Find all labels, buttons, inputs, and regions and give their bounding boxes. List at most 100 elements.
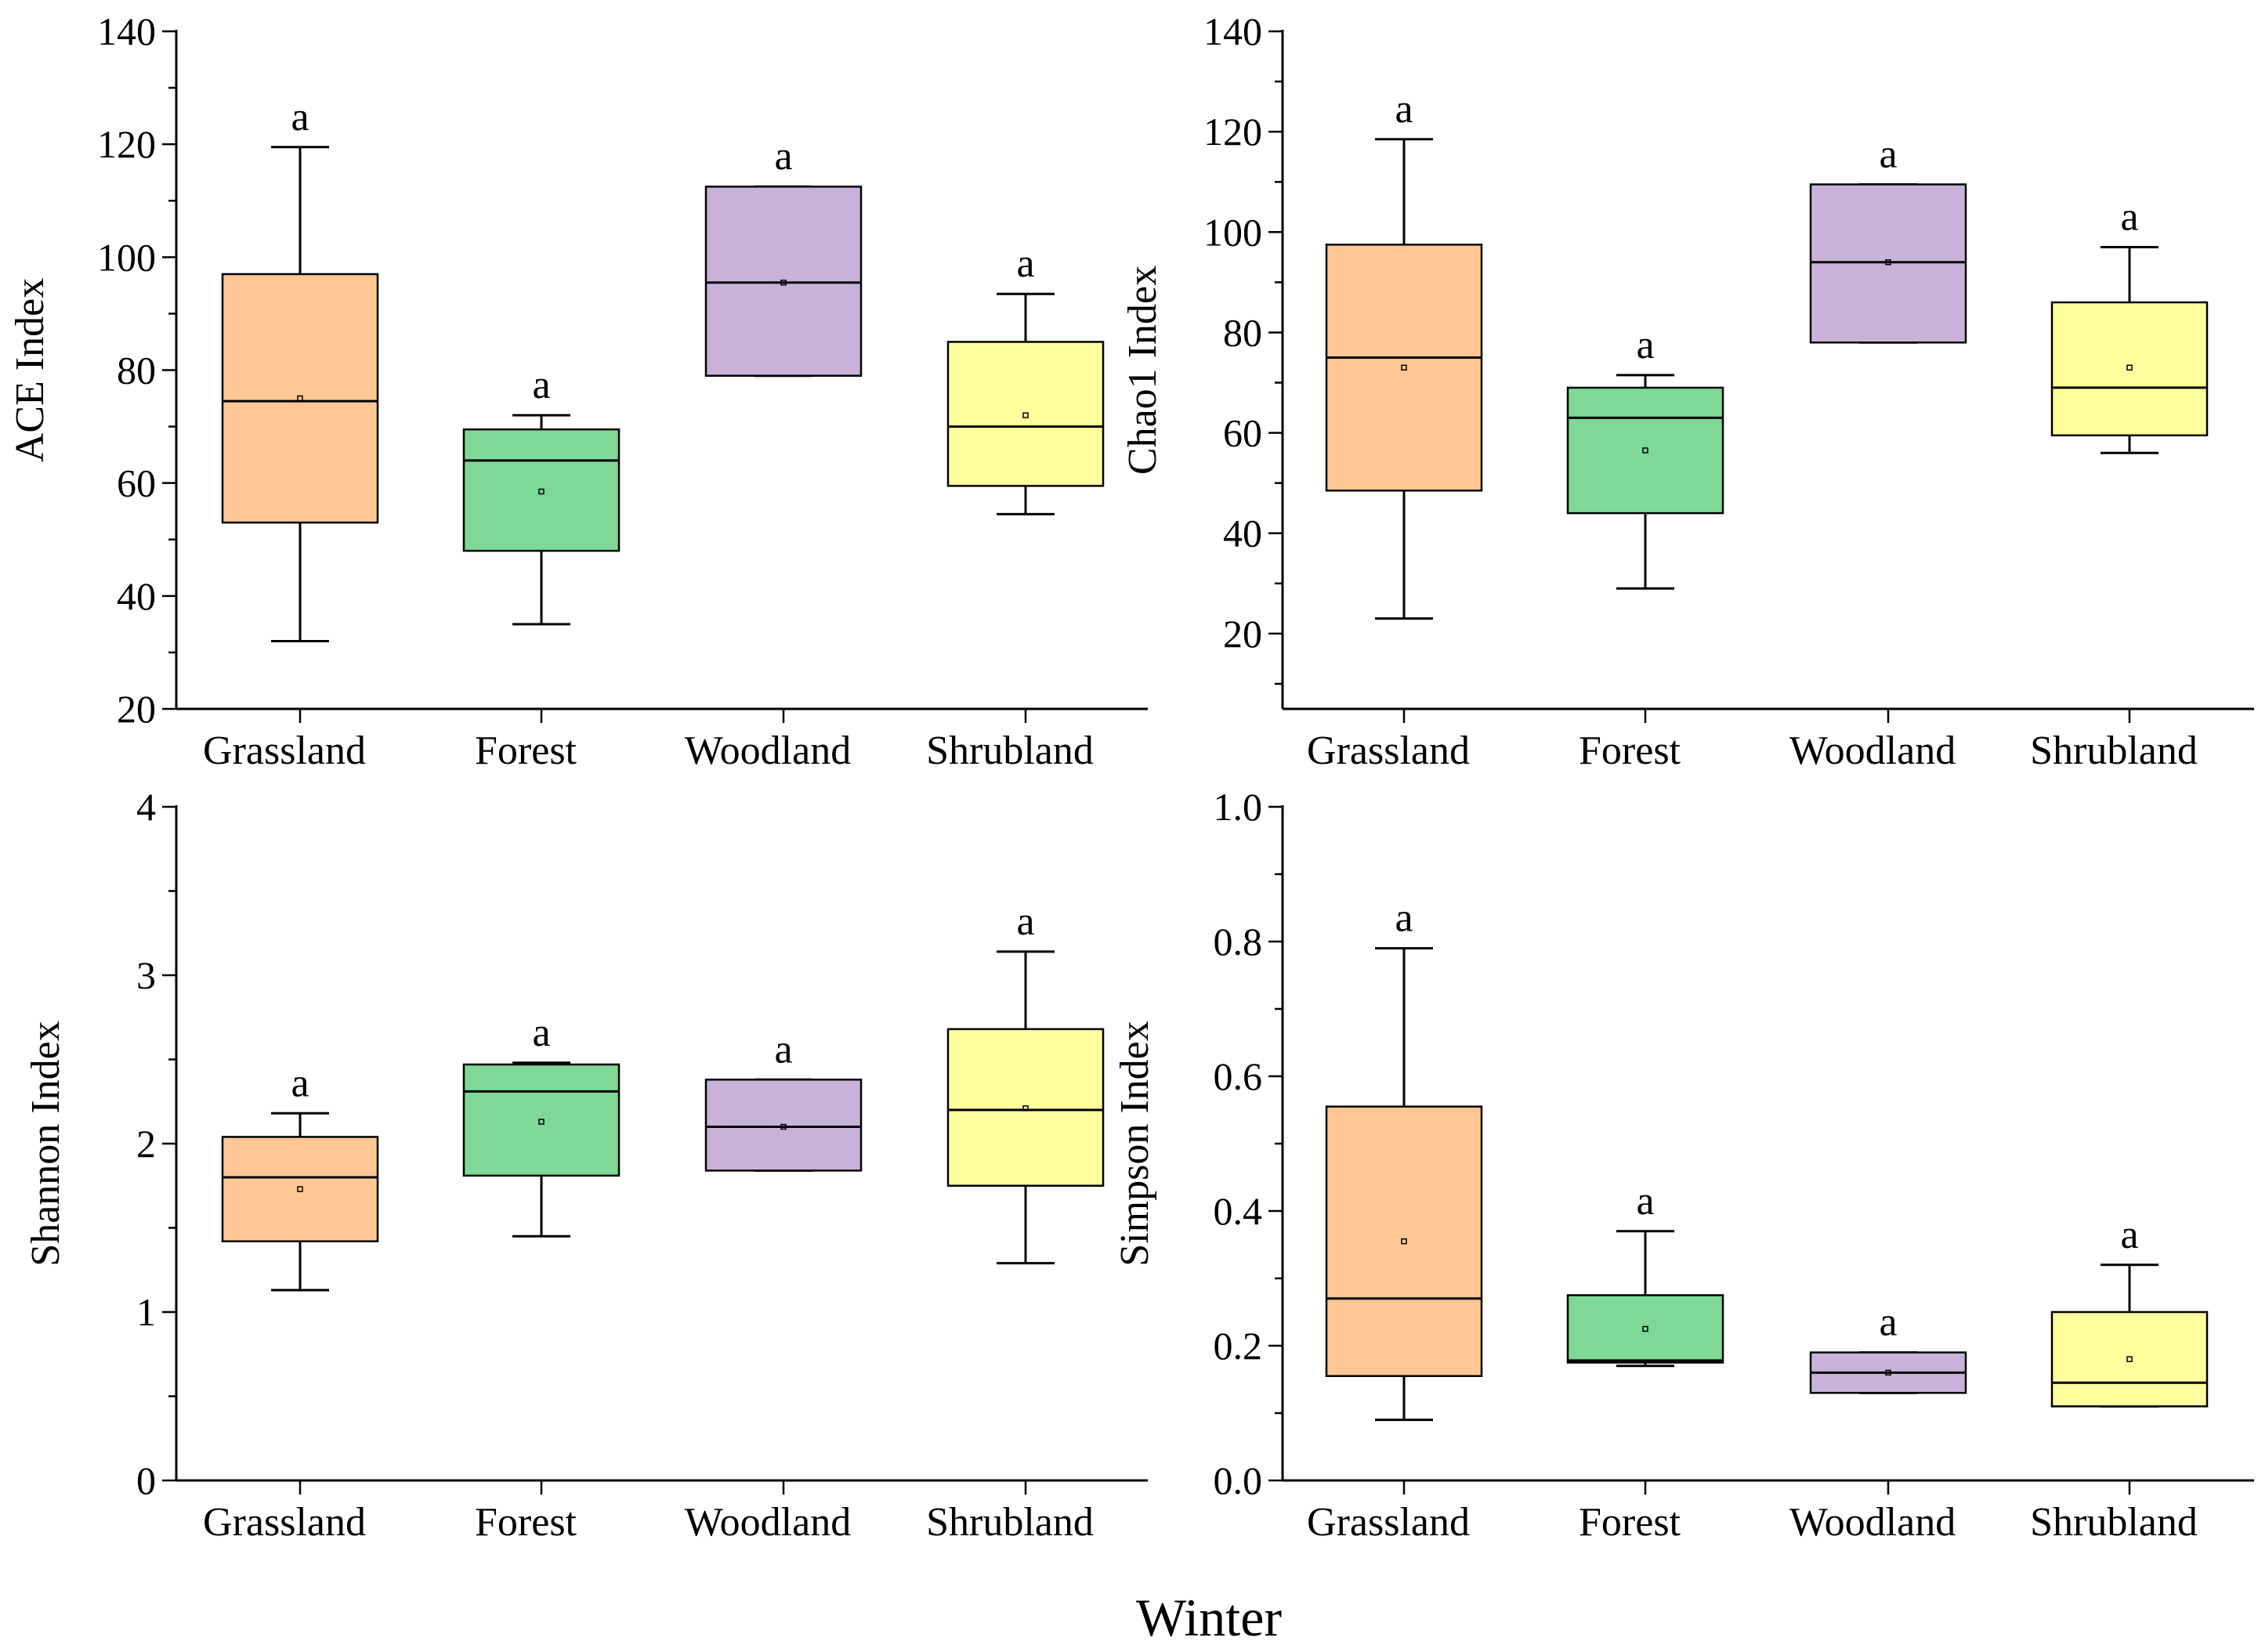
- significance-label: a: [532, 1010, 550, 1055]
- x-tick-label: Shrubland: [926, 728, 1094, 773]
- y-tick-label: 20: [117, 687, 156, 731]
- box-forest: a: [1566, 323, 1724, 590]
- panel-4: 0.0 0.2 0.4 0.6 0.8 1.0 Simpson Index Grassland…: [1113, 785, 2254, 1545]
- x-tick-label: Shrubland: [2030, 1500, 2198, 1545]
- significance-label: a: [2120, 1213, 2138, 1257]
- significance-label: a: [291, 1061, 309, 1105]
- y-tick-label: 140: [97, 9, 156, 53]
- iqr-box: [221, 1136, 379, 1242]
- x-tick-label: Shrubland: [926, 1500, 1094, 1545]
- iqr-box: [462, 428, 621, 552]
- y-tick-label: 1.0: [1214, 785, 1263, 829]
- y-tick-label: 100: [97, 235, 156, 279]
- x-tick-label: Forest: [1579, 1500, 1681, 1545]
- y-tick-label: 0.6: [1214, 1054, 1263, 1098]
- iqr-box: [1325, 244, 1483, 492]
- y-tick-label: 60: [1223, 411, 1262, 455]
- significance-label: a: [774, 1027, 792, 1072]
- y-tick-label: 0.0: [1214, 1459, 1263, 1502]
- figure-x-label: Winter: [1136, 1588, 1282, 1647]
- significance-label: a: [1395, 896, 1413, 941]
- box-grassland: a: [1325, 896, 1483, 1422]
- mean-marker: [1401, 364, 1407, 371]
- box-forest: a: [1566, 1179, 1724, 1368]
- box-shrubland: a: [946, 899, 1105, 1265]
- panel-1: 20 40 60 80 100 120 140 ACE Index Grassland Fores…: [8, 9, 1148, 773]
- panel-2: 20 40 60 80 100 120 140 Chao1 Index Grassland For…: [1120, 9, 2254, 773]
- box-shrubland: a: [2050, 195, 2209, 454]
- significance-label: a: [2120, 195, 2138, 240]
- box-grassland: a: [221, 1061, 379, 1292]
- box-forest: a: [462, 363, 621, 626]
- y-tick-label: 4: [136, 785, 156, 829]
- y-tick-label: 3: [136, 953, 156, 997]
- mean-marker: [2126, 364, 2133, 371]
- x-tick-label: Woodland: [1789, 728, 1956, 773]
- y-tick-label: 80: [1223, 310, 1262, 354]
- x-tick-label: Forest: [1579, 728, 1681, 773]
- iqr-box: [946, 1028, 1105, 1187]
- x-tick-label: Grassland: [203, 1500, 366, 1545]
- iqr-box: [946, 341, 1105, 487]
- y-axis-title: Simpson Index: [1113, 1021, 1157, 1266]
- mean-marker: [538, 1119, 545, 1125]
- y-tick-label: 0.4: [1214, 1189, 1263, 1233]
- x-tick-label: Woodland: [685, 728, 851, 773]
- box-woodland: a: [1809, 132, 1967, 344]
- iqr-box: [462, 1063, 621, 1177]
- y-tick-label: 1: [136, 1290, 156, 1334]
- y-tick-label: 60: [117, 461, 156, 505]
- mean-marker: [1022, 412, 1029, 418]
- mean-marker: [2126, 1356, 2133, 1362]
- iqr-box: [704, 185, 863, 377]
- iqr-box: [2050, 1310, 2209, 1408]
- iqr-box: [221, 273, 379, 524]
- significance-label: a: [1636, 323, 1654, 367]
- y-tick-label: 140: [1203, 9, 1262, 53]
- significance-label: a: [532, 363, 550, 407]
- significance-label: a: [1879, 1300, 1897, 1345]
- iqr-box: [1325, 1105, 1483, 1377]
- y-tick-label: 40: [1223, 512, 1262, 555]
- mean-marker: [538, 488, 545, 495]
- y-axis-title: ACE Index: [8, 278, 52, 462]
- panel-3: 0 1 2 3 4 Shannon Index Grassland Forest Woodlan…: [24, 785, 1148, 1545]
- box-woodland: a: [1809, 1300, 1967, 1394]
- iqr-box: [704, 1079, 863, 1172]
- y-tick-label: 40: [117, 574, 156, 618]
- x-tick-label: Shrubland: [2030, 728, 2198, 773]
- iqr-box: [1566, 1294, 1724, 1364]
- significance-label: a: [1016, 899, 1034, 944]
- significance-label: a: [1395, 87, 1413, 132]
- y-axis-title: Chao1 Index: [1120, 266, 1165, 475]
- y-tick-label: 80: [117, 349, 156, 392]
- mean-marker: [297, 395, 303, 402]
- y-tick-label: 0: [136, 1459, 156, 1502]
- y-tick-label: 0.2: [1214, 1324, 1263, 1368]
- box-forest: a: [462, 1010, 621, 1238]
- mean-marker: [1885, 258, 1891, 266]
- significance-label: a: [1636, 1179, 1654, 1224]
- x-tick-label: Grassland: [1307, 1500, 1470, 1545]
- box-woodland: a: [704, 134, 863, 378]
- y-tick-label: 100: [1203, 210, 1262, 254]
- x-tick-label: Grassland: [203, 728, 366, 773]
- x-tick-label: Woodland: [685, 1500, 851, 1545]
- significance-label: a: [1016, 241, 1034, 286]
- significance-label: a: [1879, 132, 1897, 176]
- significance-label: a: [774, 134, 792, 179]
- significance-label: a: [291, 95, 309, 139]
- mean-marker: [780, 280, 787, 286]
- box-grassland: a: [221, 95, 379, 642]
- y-tick-label: 120: [97, 122, 156, 166]
- x-tick-label: Woodland: [1789, 1500, 1956, 1545]
- y-tick-label: 120: [1203, 110, 1262, 154]
- iqr-box: [2050, 301, 2209, 437]
- mean-marker: [1885, 1369, 1891, 1376]
- mean-marker: [1401, 1238, 1407, 1245]
- mean-marker: [297, 1186, 303, 1192]
- y-tick-label: 0.8: [1214, 920, 1263, 963]
- box-shrubland: a: [2050, 1213, 2209, 1408]
